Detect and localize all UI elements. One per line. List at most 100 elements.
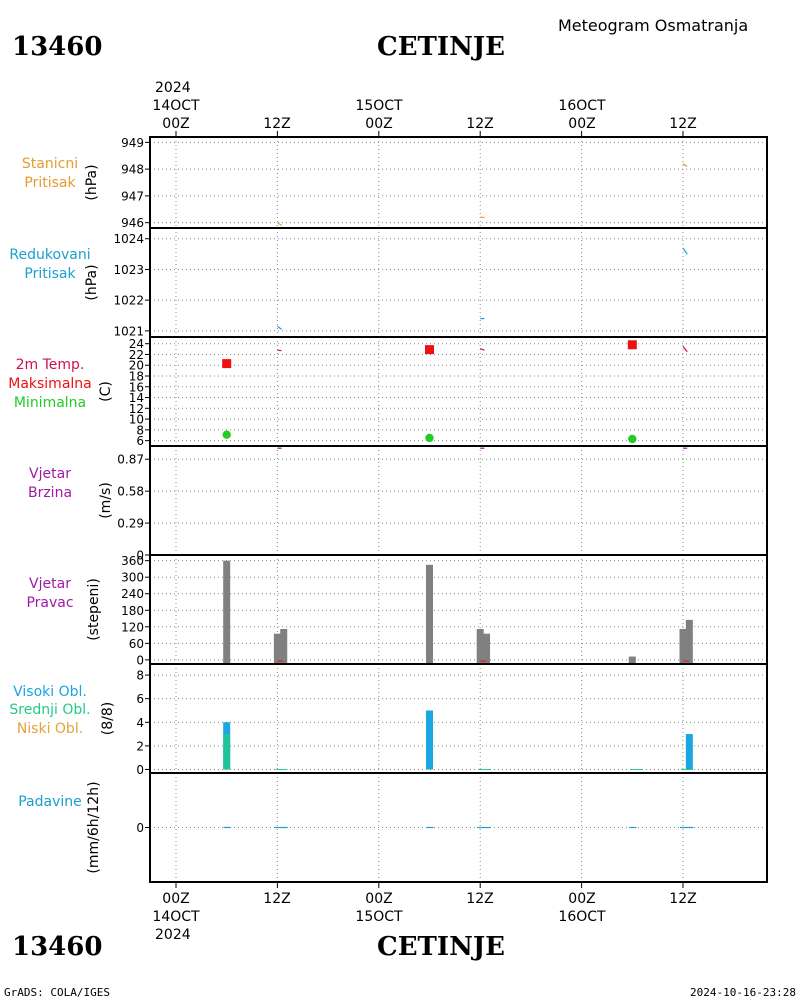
y-tick-label: 120: [121, 620, 144, 634]
wind-direction-bar: [483, 633, 491, 664]
panel-label: Stanicni: [22, 156, 78, 172]
y-tick-label: 6: [136, 692, 144, 706]
hour-tick-bottom: 12Z: [466, 891, 493, 907]
y-tick-label: 0.87: [117, 453, 144, 467]
panel-frame: [149, 554, 768, 665]
pressure-segment: [277, 222, 282, 226]
pressure-segment: [682, 163, 688, 167]
panel-clouds: 8 6 4 2 0 Visoki Obl. Srednji Obl. Niski Obl. (8…: [9, 663, 768, 777]
y-tick-label: 8: [136, 669, 144, 683]
hour-tick-bottom: 00Z: [365, 891, 392, 907]
y-tick-label: 0: [136, 763, 144, 777]
panel-label: Srednji Obl.: [9, 702, 90, 718]
panel-label: Minimalna: [14, 395, 86, 411]
chart-title: Meteogram Osmatranja: [558, 16, 748, 35]
panel-label: Pritisak: [24, 266, 76, 282]
max-temp-point: [425, 345, 434, 355]
y-tick-label: 0.58: [117, 485, 144, 499]
hour-tick-bottom: 12Z: [669, 891, 696, 907]
y-tick-label: 10: [129, 413, 144, 427]
y-tick-label: 18: [129, 370, 144, 384]
y-axis-label: (C): [98, 381, 114, 402]
hour-tick-bottom: 00Z: [568, 891, 595, 907]
panel-label: Pravac: [26, 595, 73, 611]
y-axis-label: (mm/6h/12h): [86, 781, 102, 873]
wind-direction-bar: [426, 564, 433, 664]
y-tick-label: 949: [121, 136, 144, 150]
min-temp-point: [222, 430, 231, 439]
y-tick-label: 1022: [113, 294, 144, 308]
wind-direction-bar: [223, 560, 231, 664]
station-name-top: CETINJE: [377, 32, 505, 62]
y-tick-label: 8: [136, 423, 144, 437]
station-name-bottom: CETINJE: [377, 932, 505, 962]
panel-label: Brzina: [28, 485, 72, 501]
date-tick-top: 15OCT: [355, 98, 403, 114]
panel-frame: [149, 227, 768, 338]
year-label-bottom: 2024: [155, 927, 191, 943]
y-tick-label: 4: [136, 716, 144, 730]
temp-segment: [682, 346, 688, 353]
y-tick-label: 947: [121, 189, 144, 203]
date-tick-bottom: 14OCT: [152, 909, 200, 925]
panel-label: Redukovani: [9, 247, 90, 263]
date-tick-top: 14OCT: [152, 98, 200, 114]
hour-tick-top: 00Z: [568, 116, 595, 132]
panel-label: 2m Temp.: [16, 357, 85, 373]
time-axis-bottom: 00Z 12Z 00Z 12Z 00Z 12Z 14OCT 15OCT 16OC…: [152, 891, 696, 925]
min-temp-point: [628, 434, 637, 444]
pressure-segment: [277, 325, 282, 330]
hour-tick-top: 12Z: [263, 116, 290, 132]
panel-frame: [149, 772, 768, 883]
y-axis-label: (hPa): [84, 164, 100, 200]
panel-frame: [149, 663, 768, 774]
y-tick-label: 948: [121, 163, 144, 177]
temp-segment: [277, 349, 282, 352]
panel-label: Pritisak: [24, 175, 76, 191]
high-cloud-bar: [426, 710, 433, 770]
hour-tick-bottom: 00Z: [162, 891, 189, 907]
y-axis-label: (m/s): [98, 482, 114, 519]
panel-frame: [149, 136, 768, 229]
y-tick-label: 14: [129, 391, 144, 405]
wind-direction-bar: [628, 656, 636, 664]
y-tick-label: 0: [136, 821, 144, 835]
panel-label: Vjetar: [29, 466, 71, 482]
hour-tick-bottom: 12Z: [263, 891, 290, 907]
y-tick-label: 20: [129, 359, 144, 373]
year-label-top: 2024: [155, 80, 191, 96]
wind-direction-bar: [679, 629, 687, 664]
y-tick-label: 24: [129, 337, 144, 351]
panel-wind-direction: 360 300 240 180 120 60 0 Vjetar Pravac (stepeni): [26, 554, 768, 667]
y-tick-label: 0: [136, 653, 144, 667]
max-temp-point: [627, 340, 637, 350]
y-tick-label: 1024: [113, 232, 144, 246]
y-tick-label: 0.29: [117, 517, 144, 531]
y-tick-label: 0: [136, 549, 144, 563]
temp-segment: [479, 347, 485, 351]
y-tick-label: 60: [129, 637, 144, 651]
time-axis-top: 14OCT 15OCT 16OCT 00Z 12Z 00Z 12Z 00Z 12…: [152, 98, 696, 132]
max-temp-point: [222, 359, 232, 369]
min-temp-point: [425, 433, 434, 443]
panel-label: Padavine: [18, 794, 82, 810]
timestamp-text: 2024-10-16-23:28: [690, 986, 796, 999]
panel-reduced-pressure: 1024 1023 1022 1021 Redukovani Pritisak (hPa): [9, 227, 768, 338]
panel-wind-speed: 0.87 0.58 0.29 0 Vjetar Brzina (m/s): [28, 445, 768, 563]
date-tick-bottom: 16OCT: [558, 909, 606, 925]
y-axis-label: (stepeni): [86, 578, 102, 641]
y-tick-label: 1021: [113, 324, 144, 338]
y-axis-label: (8/8): [100, 702, 116, 735]
y-tick-label: 240: [121, 587, 144, 601]
high-cloud-bar: [685, 734, 693, 770]
y-tick-label: 12: [129, 402, 144, 416]
date-tick-top: 16OCT: [558, 98, 606, 114]
hour-tick-top: 00Z: [162, 116, 189, 132]
y-tick-label: 360: [121, 554, 144, 568]
wind-direction-bar: [476, 629, 484, 664]
pressure-segment: [682, 247, 688, 255]
y-tick-label: 180: [121, 604, 144, 618]
date-tick-bottom: 15OCT: [355, 909, 403, 925]
